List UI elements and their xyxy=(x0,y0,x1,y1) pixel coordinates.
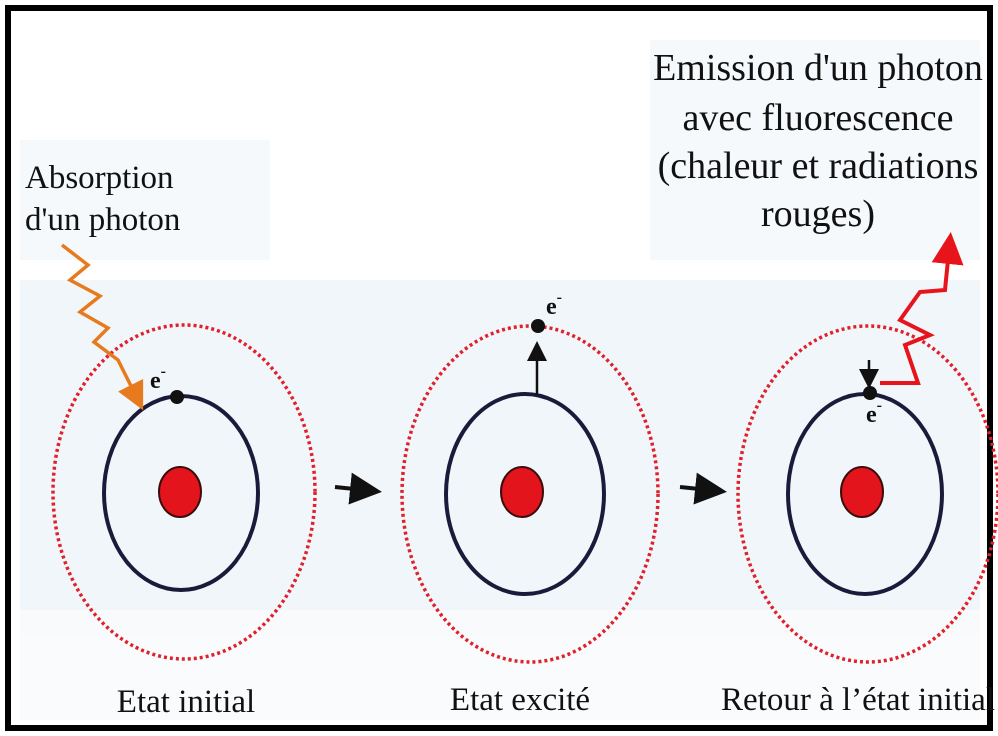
electron-charge: - xyxy=(557,289,562,306)
electron-symbol: e xyxy=(866,402,877,428)
emission-line: (chaleur et radiations xyxy=(658,145,979,187)
electron-symbol: e xyxy=(546,294,557,320)
atom-excited xyxy=(400,319,660,664)
electron-charge: - xyxy=(877,397,882,414)
emission-line: avec fluorescence xyxy=(682,97,953,139)
transition-arrow xyxy=(334,472,382,505)
state-label: Etat excité xyxy=(450,682,590,718)
electron-symbol: e xyxy=(150,368,161,394)
electron-label: e- xyxy=(866,397,882,428)
electron-label: e- xyxy=(150,363,166,394)
background-tint xyxy=(20,40,980,720)
transition-arrow xyxy=(679,472,727,505)
absorption-line: Absorption xyxy=(25,160,174,196)
electron-charge: - xyxy=(161,363,166,380)
emitted-photon xyxy=(880,232,964,385)
atom-initial xyxy=(51,323,317,661)
state-label: Etat initial xyxy=(117,684,255,720)
atom-return xyxy=(736,324,998,664)
absorbed-photon xyxy=(60,243,144,411)
absorption-line: d'un photon xyxy=(25,202,180,238)
frame xyxy=(5,5,993,731)
state-label: Retour à l’état initial xyxy=(721,682,995,718)
electron-label: e- xyxy=(546,289,562,320)
emission-line: rouges) xyxy=(761,193,875,235)
emission-line: Emission d'un photon xyxy=(653,47,983,89)
